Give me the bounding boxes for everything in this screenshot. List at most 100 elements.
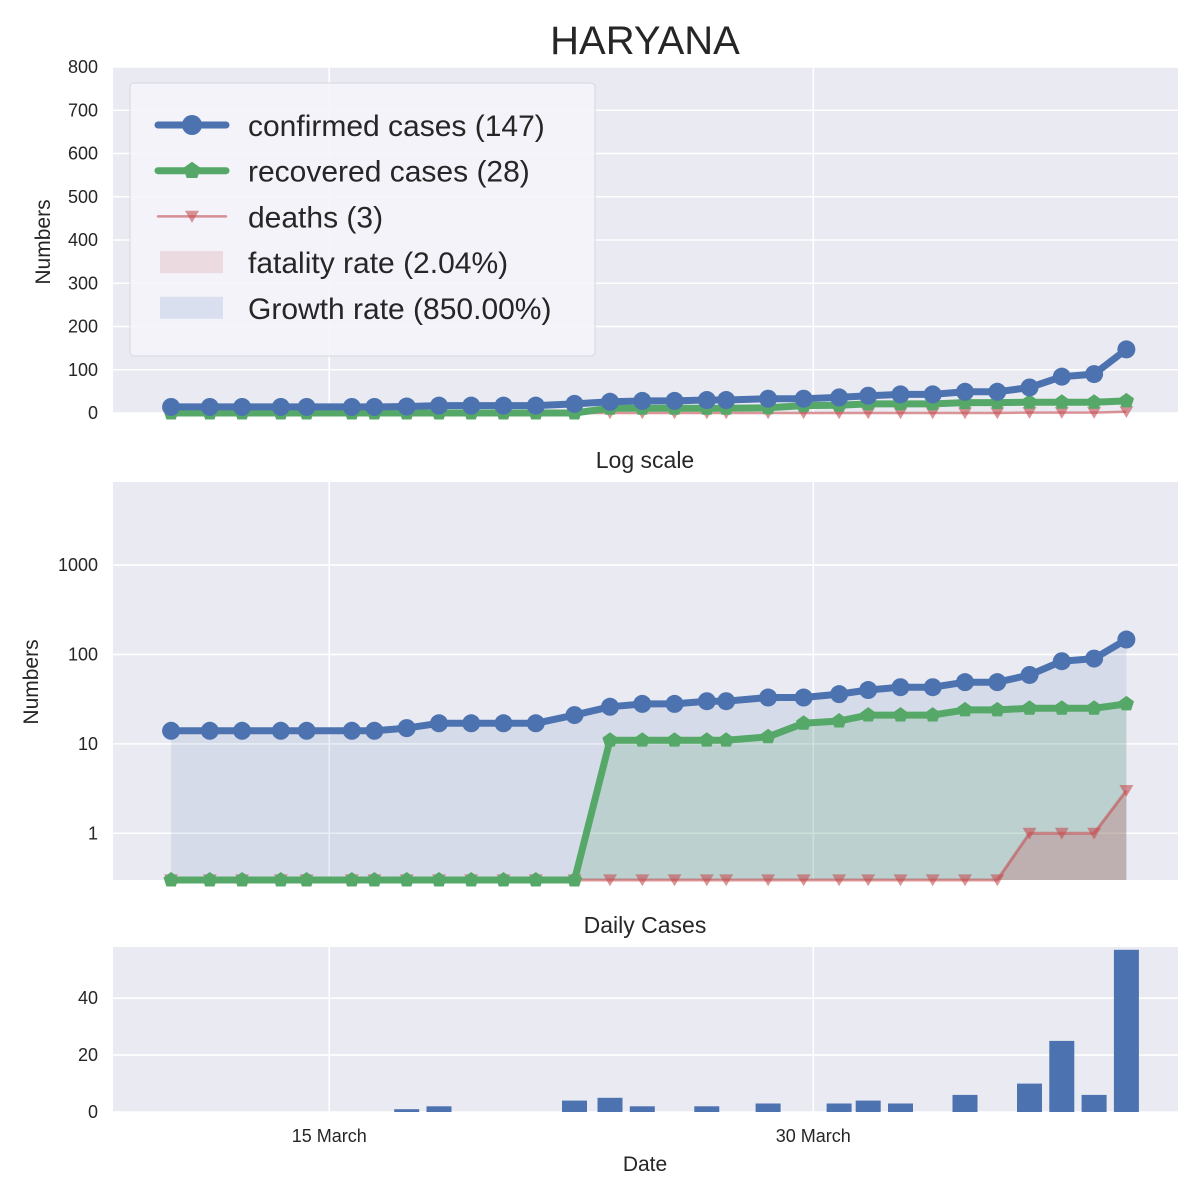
confirmed-point-log: [494, 714, 513, 733]
recovered-point-log: [1054, 700, 1070, 715]
confirmed-point-linear: [697, 391, 716, 410]
deaths-point-log: [861, 874, 876, 887]
ytick-label: 300: [68, 273, 98, 293]
ytick-label: 200: [68, 317, 98, 337]
daily-bar: [855, 1100, 881, 1112]
legend-marker-0: [182, 115, 202, 135]
recovered-point-log: [163, 872, 179, 887]
confirmed-point-log: [233, 721, 252, 740]
confirmed-point-linear: [526, 396, 545, 415]
confirmed-point-linear: [271, 397, 290, 416]
confirmed-point-log: [923, 678, 942, 697]
deaths-point-log: [990, 874, 1005, 887]
deaths-point-linear: [1054, 407, 1069, 419]
confirmed-point-linear: [233, 397, 252, 416]
recovered-point-log: [528, 872, 544, 887]
deaths-point-log: [1022, 827, 1037, 840]
confirmed-point-log: [271, 721, 290, 740]
confirmed-point-log: [297, 721, 316, 740]
legend-marker-1: [183, 161, 201, 178]
daily-panel-title: Daily Cases: [584, 912, 707, 938]
daily-bar: [562, 1100, 587, 1112]
confirmed-point-linear: [601, 392, 619, 411]
confirmed-point-log: [988, 673, 1007, 692]
confirmed-point-log: [601, 697, 619, 716]
confirmed-point-log: [859, 681, 878, 700]
legend-patch-4: [160, 296, 223, 319]
confirmed-point-log: [956, 673, 974, 692]
log-panel-ylabel: Numbers: [20, 639, 43, 724]
xtick-label: 30 March: [776, 1126, 851, 1146]
confirmed-point-linear: [759, 389, 778, 408]
recovered-point-log: [1086, 700, 1102, 715]
confirmed-point-log: [1052, 652, 1071, 671]
deaths-point-linear: [1119, 406, 1134, 418]
ytick-label: 600: [68, 144, 98, 164]
confirmed-point-linear: [717, 391, 736, 410]
daily-bar: [1081, 1094, 1107, 1112]
recovered-point-log: [892, 707, 909, 722]
confirmed-point-log: [200, 721, 219, 740]
confirmed-point-linear: [830, 388, 849, 407]
linear-panel-ylabel: Numbers: [32, 199, 55, 284]
legend-box: [129, 82, 596, 357]
recovered-point-log: [796, 715, 812, 730]
recovered-point-log: [634, 732, 650, 747]
ytick-label: 40: [78, 988, 98, 1008]
legend-label: fatality rate (2.04%): [248, 247, 508, 280]
deaths-point-log: [603, 874, 617, 887]
legend-label: Growth rate (850.00%): [248, 293, 551, 326]
confirmed-point-linear: [565, 394, 584, 413]
confirmed-point-log: [565, 706, 584, 725]
deaths-point-log: [958, 874, 972, 887]
confirmed-point-linear: [494, 396, 513, 415]
log-panel: Log scale 1 10 100 1000 Numbers: [20, 447, 1178, 887]
daily-bar: [694, 1106, 720, 1112]
daily-bar: [755, 1103, 781, 1112]
confirmed-point-linear: [462, 396, 481, 415]
recovered-point-log: [989, 701, 1005, 717]
linear-panel: 0 100 200 300 400 500 600 700 800 Numbers confir…: [32, 57, 1178, 423]
daily-bar: [394, 1109, 420, 1112]
confirmed-point-log: [365, 721, 384, 740]
recovered-point-log: [602, 732, 618, 747]
confirmed-point-linear: [665, 391, 684, 410]
confirmed-point-log: [1117, 630, 1136, 649]
recovered-point-log: [566, 872, 583, 887]
recovered-point-log: [699, 732, 715, 747]
deaths-point-log: [1054, 827, 1069, 840]
deaths-point-log: [1119, 785, 1134, 797]
recovered-point-log: [344, 872, 360, 887]
ytick-label: 400: [68, 230, 98, 250]
daily-bar: [629, 1106, 655, 1112]
confirmed-point-linear: [1117, 340, 1136, 359]
confirmed-point-linear: [397, 397, 416, 416]
ytick-label: 10: [78, 734, 98, 754]
daily-bar: [1049, 1040, 1075, 1112]
confirmed-point-linear: [1085, 365, 1104, 384]
figure-title: HARYANA: [550, 19, 740, 63]
ytick-label: 800: [68, 57, 98, 77]
confirmed-point-log: [891, 678, 910, 697]
deaths-point-linear: [958, 407, 972, 420]
recovered-point-log: [202, 872, 218, 887]
confirmed-point-log: [633, 694, 652, 713]
ytick-label: 0: [88, 403, 98, 423]
daily-panel: Daily Cases 0 20 40 15 March 30 March Date: [78, 912, 1178, 1176]
confirmed-area-log: [171, 639, 1127, 880]
deaths-point-log: [796, 874, 811, 887]
daily-bar: [1113, 949, 1139, 1112]
daily-panel-background: [113, 947, 1178, 1112]
daily-bar: [952, 1094, 978, 1112]
deaths-point-log: [699, 874, 714, 887]
confirmed-point-log: [665, 694, 684, 713]
confirmed-point-log: [759, 688, 778, 707]
daily-bar: [426, 1106, 452, 1112]
recovered-point-log: [860, 707, 876, 722]
recovered-point-linear: [1086, 394, 1102, 409]
confirmed-point-log: [697, 692, 716, 711]
confirmed-point-log: [717, 692, 736, 711]
recovered-point-log: [273, 872, 289, 887]
deaths-point-log: [761, 874, 776, 887]
